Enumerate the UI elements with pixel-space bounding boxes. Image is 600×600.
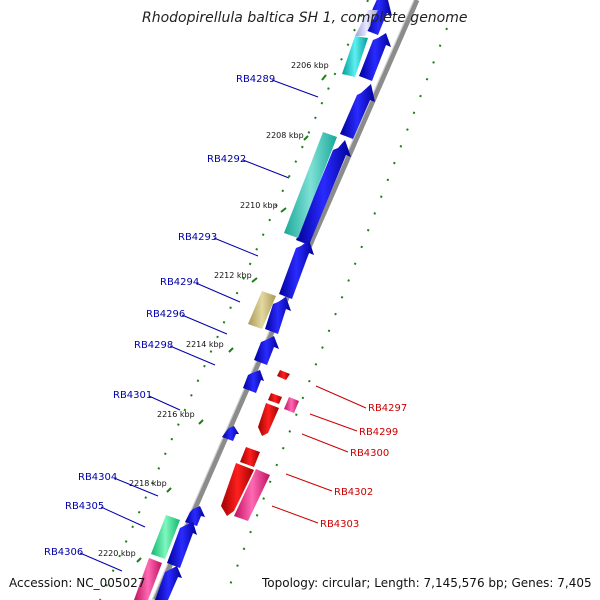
gene-reverse[interactable] [234,469,270,521]
ruler-tick [198,419,204,425]
ruler-label: 2212 kbp [214,271,252,280]
gene-forward[interactable] [365,0,392,35]
forward-labels: RB4289 RB4292 RB4293 RB4294 RB4296 RB429… [44,74,319,572]
ruler-labels: 2206 kbp 2208 kbp 2210 kbp 2212 kbp 2214… [98,61,329,563]
ruler-tick [321,74,327,81]
gene-feature[interactable] [248,291,276,329]
ruler-label: 2220 kbp [98,549,136,558]
gene-forward[interactable] [340,84,375,139]
ruler-tick [228,347,234,353]
map-title: Rhodopirellula baltica SH 1, complete ge… [142,10,468,26]
gene-forward[interactable] [222,426,239,441]
ruler-tick [251,277,258,283]
genome-info-text: Topology: circular; Length: 7,145,576 bp… [261,576,592,590]
forward-genes [155,0,392,600]
gene-label-rb4299[interactable]: RB4299 [359,427,398,438]
ruler-tick [136,557,142,563]
gene-label-rb4300[interactable]: RB4300 [350,448,389,459]
gene-label-rb4303[interactable]: RB4303 [320,519,359,530]
ruler-label: 2206 kbp [291,61,329,70]
accession-text: Accession: NC_005027 [9,576,145,590]
gene-label-rb4289[interactable]: RB4289 [236,74,275,85]
gene-label-rb4298[interactable]: RB4298 [134,340,173,351]
gene-label-rb4302[interactable]: RB4302 [334,487,373,498]
gene-reverse[interactable] [240,447,260,467]
gene-label-rb4304[interactable]: RB4304 [78,472,117,483]
gene-reverse[interactable] [268,393,282,404]
ruler-label: 2216 kbp [157,410,195,419]
forward-features [134,10,378,600]
gene-reverse[interactable] [284,397,299,413]
gene-label-rb4294[interactable]: RB4294 [160,277,199,288]
ruler-tick [166,487,172,493]
gene-feature[interactable] [355,10,378,36]
gene-feature[interactable] [151,515,180,559]
ruler-label: 2210 kbp [240,201,278,210]
ruler-tick [280,207,287,213]
gene-reverse[interactable] [277,370,290,380]
gene-feature[interactable] [342,36,368,77]
gene-reverse[interactable] [221,463,254,516]
gene-label-rb4296[interactable]: RB4296 [146,309,185,320]
gene-feature[interactable] [134,558,162,600]
ruler-label: 2208 kbp [266,131,304,140]
ruler-tick [303,135,309,141]
gene-forward[interactable] [155,566,182,600]
gene-label-rb4297[interactable]: RB4297 [368,403,407,414]
ruler-label: 2218 kbp [129,479,167,488]
gene-forward[interactable] [243,370,264,393]
gene-forward[interactable] [279,240,314,299]
reverse-genes [221,370,299,521]
gene-forward[interactable] [359,33,391,81]
gene-forward[interactable] [185,506,205,526]
gene-forward[interactable] [265,297,291,334]
gene-label-rb4301[interactable]: RB4301 [113,390,152,401]
gene-label-rb4293[interactable]: RB4293 [178,232,217,243]
gene-forward[interactable] [167,522,197,568]
gene-forward[interactable] [296,140,351,245]
gene-label-rb4292[interactable]: RB4292 [207,154,246,165]
gene-feature[interactable] [284,132,337,238]
gene-forward[interactable] [254,336,279,365]
gene-reverse[interactable] [258,403,279,436]
reverse-labels: RB4297 RB4299 RB4300 RB4302 RB4303 [271,385,407,530]
ruler-label: 2214 kbp [186,340,224,349]
gene-label-rb4306[interactable]: RB4306 [44,547,83,558]
gene-label-rb4305[interactable]: RB4305 [65,501,104,512]
